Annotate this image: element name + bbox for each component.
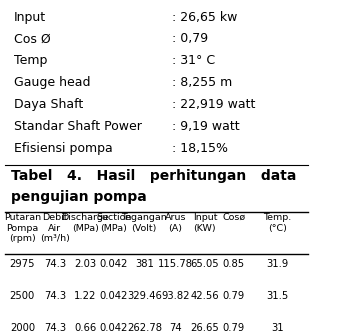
Text: : 22,919 watt: : 22,919 watt	[172, 98, 255, 111]
Text: Suction
(MPa): Suction (MPa)	[96, 213, 132, 232]
Text: 0.042: 0.042	[100, 291, 128, 301]
Text: 2.03: 2.03	[74, 259, 96, 270]
Text: 262.78: 262.78	[127, 323, 162, 332]
Text: Gauge head: Gauge head	[14, 76, 91, 89]
Text: 31.9: 31.9	[267, 259, 289, 270]
Text: Tabel   4.   Hasil   perhitungan   data: Tabel 4. Hasil perhitungan data	[11, 169, 296, 183]
Text: Temp: Temp	[14, 54, 47, 67]
Text: Standar Shaft Power: Standar Shaft Power	[14, 120, 142, 133]
Text: Temp.
(°C): Temp. (°C)	[264, 213, 292, 232]
Text: 0.66: 0.66	[74, 323, 96, 332]
Text: Cosø: Cosø	[222, 213, 245, 222]
Text: Input
(KW): Input (KW)	[193, 213, 217, 232]
Text: 0.042: 0.042	[100, 259, 128, 270]
Text: : 26,65 kw: : 26,65 kw	[172, 11, 237, 24]
Text: 0.042: 0.042	[100, 323, 128, 332]
Text: 0.79: 0.79	[222, 323, 245, 332]
Text: Debit
Air
(m³/h): Debit Air (m³/h)	[40, 213, 70, 243]
Text: pengujian pompa: pengujian pompa	[11, 190, 147, 204]
Text: 74.3: 74.3	[44, 259, 66, 270]
Text: 329.46: 329.46	[127, 291, 162, 301]
Text: 31: 31	[271, 323, 284, 332]
Text: 115.78: 115.78	[158, 259, 193, 270]
Text: Input: Input	[14, 11, 46, 24]
Text: : 31° C: : 31° C	[172, 54, 215, 67]
Text: Discharge
(MPa): Discharge (MPa)	[61, 213, 109, 232]
Text: 74.3: 74.3	[44, 291, 66, 301]
Text: 0.79: 0.79	[222, 291, 245, 301]
Text: : 8,255 m: : 8,255 m	[172, 76, 232, 89]
Text: Arus
(A): Arus (A)	[165, 213, 186, 232]
Text: 0.85: 0.85	[223, 259, 245, 270]
Text: 26.65: 26.65	[191, 323, 219, 332]
Text: 1.22: 1.22	[74, 291, 96, 301]
Text: 74: 74	[169, 323, 182, 332]
Text: : 9,19 watt: : 9,19 watt	[172, 120, 239, 133]
Text: 93.82: 93.82	[161, 291, 190, 301]
Text: : 18,15%: : 18,15%	[172, 142, 227, 155]
Text: 2500: 2500	[10, 291, 35, 301]
Text: Daya Shaft: Daya Shaft	[14, 98, 83, 111]
Text: Putaran
Pompa
(rpm): Putaran Pompa (rpm)	[4, 213, 41, 243]
Text: 2975: 2975	[9, 259, 35, 270]
Text: 381: 381	[135, 259, 154, 270]
Text: Tegangan
(Volt): Tegangan (Volt)	[121, 213, 167, 232]
Text: 74.3: 74.3	[44, 323, 66, 332]
Text: : 0,79: : 0,79	[172, 33, 208, 45]
Text: 42.56: 42.56	[191, 291, 219, 301]
Text: 65.05: 65.05	[191, 259, 219, 270]
Text: 31.5: 31.5	[267, 291, 289, 301]
Text: Efisiensi pompa: Efisiensi pompa	[14, 142, 113, 155]
Text: Cos Ø: Cos Ø	[14, 33, 51, 45]
Text: 2000: 2000	[10, 323, 35, 332]
